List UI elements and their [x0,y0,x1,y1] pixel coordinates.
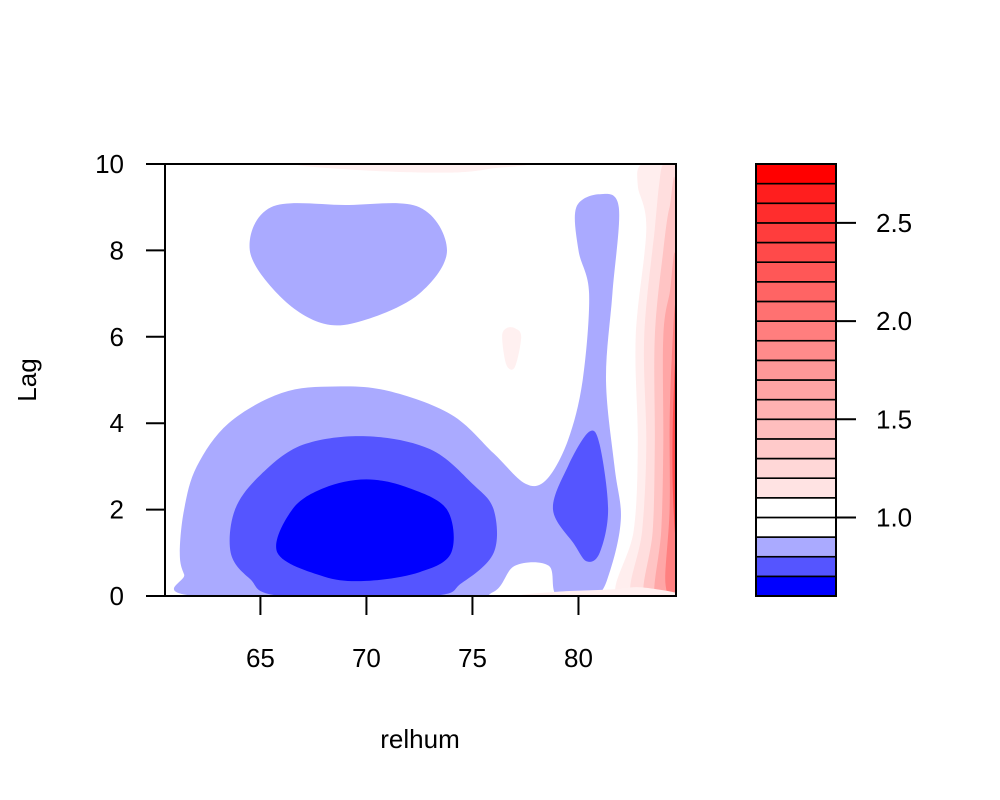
y-tick-label: 8 [110,235,124,265]
color-legend: 1.0 1.5 2.0 2.5 [755,163,912,597]
legend-tick-label: 2.0 [876,306,912,336]
y-tick-label: 4 [110,408,124,438]
legend-swatch [755,339,837,362]
legend-swatch [755,575,837,597]
x-tick-label: 65 [246,643,275,673]
x-axis: 65 70 75 80 [246,595,593,673]
deep-region [276,479,454,582]
faint-region-spot [502,327,522,370]
legend-tick-label: 1.5 [876,404,912,434]
faint-region-top [297,164,527,173]
faint-region-bottom [519,587,676,596]
legend-tick-label: 1.0 [876,502,912,532]
legend-swatch [755,497,837,519]
legend-swatch [755,281,837,303]
legend-swatch [755,202,837,224]
y-tick-label: 0 [110,581,124,611]
high-region-right-band-5 [665,303,676,596]
legend-swatch [755,418,837,440]
y-axis: 0 2 4 6 8 10 [95,149,166,611]
y-tick-label: 2 [110,495,124,525]
x-tick-label: 80 [564,643,593,673]
legend-swatch [755,477,837,499]
legend-swatch [755,300,837,322]
legend-swatch [755,261,837,283]
legend-swatch [755,457,837,479]
legend-swatch [755,182,837,205]
x-axis-title: relhum [380,724,459,754]
legend-swatch [755,438,837,460]
y-tick-label: 10 [95,149,124,179]
x-tick-label: 70 [352,643,381,673]
legend-swatch [755,398,837,421]
legend-swatch [755,222,837,244]
x-tick-label: 75 [458,643,487,673]
legend-swatch [755,163,837,185]
legend-swatch [755,555,837,578]
legend-swatch [755,516,837,538]
legend-frame [755,163,837,597]
y-tick-label: 6 [110,322,124,352]
legend-swatch [755,320,837,342]
legend-swatch [755,241,837,263]
legend-swatch [755,359,837,381]
y-axis-title: Lag [12,358,42,401]
legend-swatch [755,536,837,558]
contour-regions [173,164,676,596]
low-region-top [249,203,447,326]
legend-swatch [755,379,837,401]
mid-region-right [552,430,609,562]
legend-tick-label: 2.5 [876,208,912,238]
